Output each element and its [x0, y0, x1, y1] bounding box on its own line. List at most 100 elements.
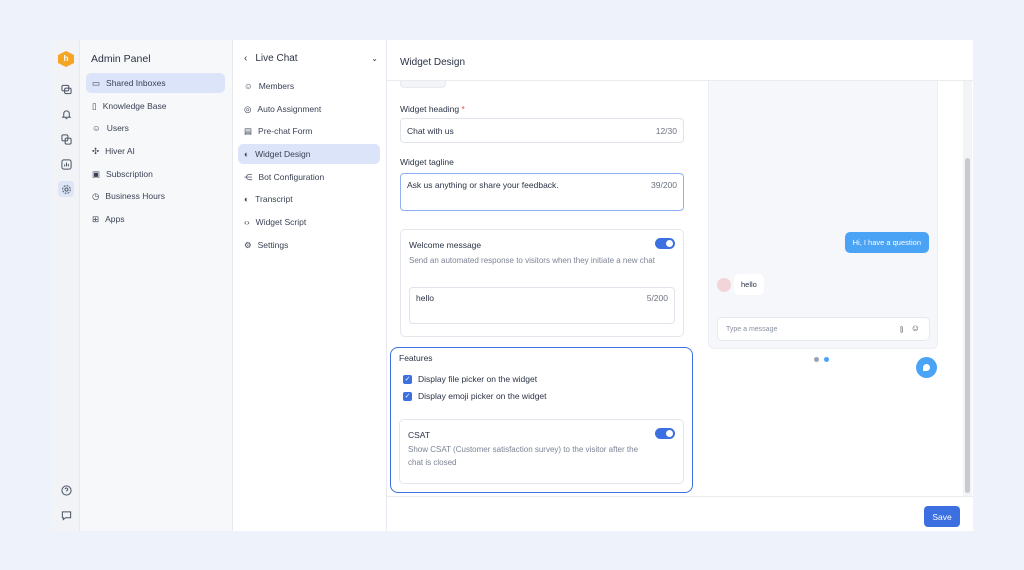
hiver-logo: h — [58, 51, 74, 67]
copy-icon[interactable] — [58, 131, 74, 147]
checkbox-checked-icon: ✓ — [403, 374, 412, 384]
admin-panel-title: Admin Panel — [91, 53, 151, 65]
palette-icon: ◐ — [244, 194, 250, 204]
carousel-dot[interactable] — [814, 357, 819, 362]
chevron-down-icon[interactable]: ⌄ — [371, 54, 378, 63]
file-picker-checkbox[interactable]: ✓ Display file picker on the widget — [403, 374, 537, 384]
sparkle-icon: ✣ — [92, 145, 100, 156]
carousel-dot-active[interactable] — [824, 357, 829, 362]
bell-icon[interactable] — [58, 106, 74, 122]
settings-icon[interactable] — [58, 181, 74, 197]
nav-business-hours[interactable]: ◷ Business Hours — [86, 186, 225, 206]
subnav-title: Live Chat — [255, 53, 298, 64]
csat-toggle[interactable] — [655, 428, 675, 439]
inbox-icon: ▭ — [92, 77, 101, 88]
app-window: h Admin Panel ▭ Shared Inboxes ▯ Knowledge… — [52, 40, 973, 531]
nav-hiver-ai[interactable]: ✣ Hiver AI — [86, 141, 225, 161]
welcome-desc: Send an automated response to visitors w… — [409, 256, 655, 265]
footer: Save — [387, 496, 973, 531]
nav-label: Business Hours — [105, 191, 165, 201]
user-icon: ☺ — [244, 81, 253, 91]
scrollbar-thumb[interactable] — [965, 158, 970, 493]
features-section: Features ✓ Display file picker on the wid… — [390, 347, 693, 493]
chat-icon[interactable] — [58, 81, 74, 97]
nav-label: Subscription — [106, 169, 153, 179]
nav-label: Members — [258, 81, 295, 91]
nav-knowledge-base[interactable]: ▯ Knowledge Base — [86, 96, 225, 116]
nav-label: Bot Configuration — [258, 172, 325, 182]
nav-label: Transcript — [255, 194, 293, 204]
widget-heading-input[interactable]: Chat with us 12/30 — [400, 118, 684, 143]
subnav-pre-chat-form[interactable]: ▤ Pre-chat Form — [238, 121, 380, 141]
features-title: Features — [399, 353, 433, 363]
nav-label: Knowledge Base — [102, 101, 167, 111]
emoji-icon: ☺ — [910, 323, 920, 333]
code-icon: ‹› — [244, 217, 250, 227]
csat-desc: Show CSAT (Customer satisfaction survey)… — [408, 445, 639, 467]
nav-users[interactable]: ☺ Users — [86, 118, 225, 138]
nav-label: Hiver AI — [105, 146, 135, 156]
widget-preview: Hi, I have a question hello Type a messa… — [698, 81, 951, 390]
nav-label: Apps — [105, 214, 125, 224]
char-count: 12/30 — [655, 125, 677, 136]
icon-rail: h — [52, 40, 80, 531]
welcome-message-card: Welcome message Send an automated respon… — [400, 229, 684, 337]
book-icon: ▯ — [92, 100, 97, 111]
feedback-icon[interactable] — [58, 507, 74, 523]
form-icon: ▤ — [244, 125, 253, 136]
subnav-widget-script[interactable]: ‹› Widget Script — [238, 212, 380, 232]
main-content: Widget Design Widget heading * Chat with… — [387, 40, 973, 531]
input-value: Ask us anything or share your feedback. — [407, 180, 559, 190]
char-count: 5/200 — [646, 293, 668, 303]
checkbox-checked-icon: ✓ — [403, 391, 412, 401]
message-input-preview: Type a message ⫾ ☺ — [717, 317, 930, 341]
subnav-bot-configuration[interactable]: ⋲ Bot Configuration — [238, 167, 380, 187]
agent-avatar — [717, 278, 731, 292]
widget-heading-label: Widget heading * — [400, 104, 465, 114]
subnav-widget-design[interactable]: ◐ Widget Design — [238, 144, 380, 164]
nav-subscription[interactable]: ▣ Subscription — [86, 164, 225, 184]
char-count: 39/200 — [651, 180, 677, 190]
visitor-message: Hi, I have a question — [844, 232, 929, 253]
paperclip-icon: ⫾ — [900, 324, 903, 334]
subnav-settings[interactable]: ⚙ Settings — [238, 235, 380, 255]
welcome-toggle[interactable] — [655, 238, 675, 249]
check-circle-icon: ◎ — [244, 103, 252, 114]
nav-label: Widget Script — [255, 217, 307, 227]
nav-label: Auto Assignment — [257, 104, 322, 114]
widget-tagline-label: Widget tagline — [400, 157, 454, 167]
subnav-members[interactable]: ☺ Members — [238, 76, 380, 96]
nav-apps[interactable]: ⊞ Apps — [86, 209, 225, 229]
bot-icon: ⋲ — [244, 171, 253, 182]
palette-icon: ◐ — [244, 149, 250, 159]
partial-element — [400, 81, 446, 88]
nav-label: Widget Design — [255, 149, 311, 159]
checkbox-label: Display emoji picker on the widget — [418, 391, 547, 401]
admin-panel: Admin Panel ▭ Shared Inboxes ▯ Knowledge B… — [80, 40, 233, 531]
live-chat-subnav: ‹ Live Chat ⌄ ☺ Members ◎ Auto Assignment ▤ P… — [233, 40, 387, 531]
page-title: Widget Design — [387, 40, 973, 81]
clock-icon: ◷ — [92, 190, 100, 201]
nav-label: Users — [106, 123, 129, 133]
checkbox-label: Display file picker on the widget — [418, 374, 538, 384]
chat-launcher-icon[interactable] — [916, 357, 937, 378]
scrollbar[interactable] — [963, 81, 972, 496]
agent-message: hello — [734, 274, 764, 295]
emoji-picker-checkbox[interactable]: ✓ Display emoji picker on the widget — [403, 391, 547, 401]
back-icon[interactable]: ‹ — [244, 53, 248, 64]
nav-label: Shared Inboxes — [106, 78, 166, 88]
widget-tagline-input[interactable]: Ask us anything or share your feedback. 3… — [400, 173, 684, 211]
input-value: Chat with us — [407, 125, 454, 136]
help-icon[interactable] — [58, 482, 74, 498]
subnav-auto-assignment[interactable]: ◎ Auto Assignment — [238, 99, 380, 119]
nav-shared-inboxes[interactable]: ▭ Shared Inboxes — [86, 73, 225, 93]
csat-title: CSAT — [408, 430, 431, 440]
subnav-transcript[interactable]: ◐ Transcript — [238, 189, 380, 209]
welcome-message-input[interactable]: hello 5/200 — [409, 287, 675, 324]
settings-icon: ⚙ — [244, 239, 252, 250]
save-button[interactable]: Save — [924, 506, 960, 527]
input-value: hello — [416, 293, 434, 303]
chart-icon[interactable] — [58, 156, 74, 172]
wallet-icon: ▣ — [92, 168, 101, 179]
nav-label: Pre-chat Form — [258, 126, 313, 136]
